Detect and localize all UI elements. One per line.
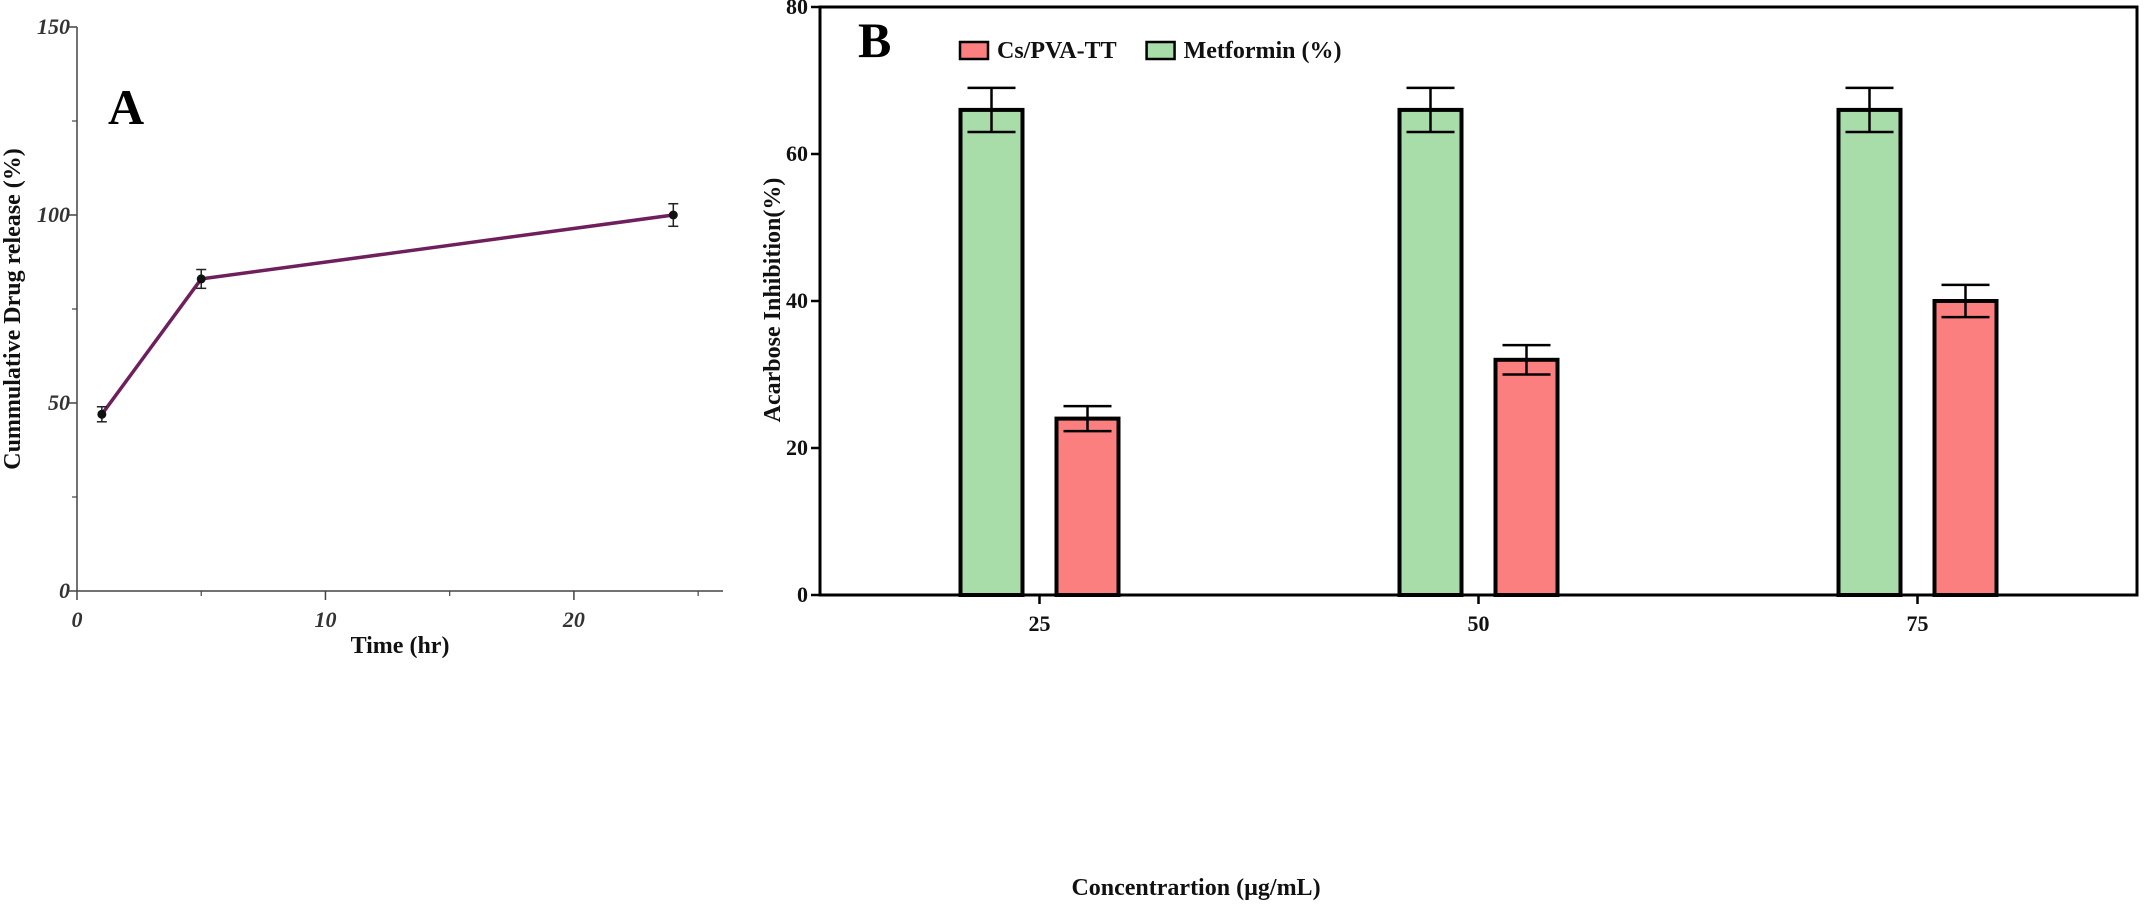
b-y-tick-label: 60 (786, 141, 808, 166)
a-y-tick-label: 0 (59, 578, 70, 603)
b-bar (1397, 107, 1464, 598)
a-data-point (196, 274, 206, 284)
b-bar (958, 107, 1025, 598)
a-x-axis-label: Time (hr) (351, 633, 450, 659)
a-y-tick-label: 100 (37, 202, 70, 227)
a-y-tick-label: 50 (48, 390, 70, 415)
panel-b-bar-chart: 0 20 40 60 80 25 50 75 Cs/PVA-TT Metformin (%) Con… (760, 0, 2139, 901)
b-y-axis-label: Acarbose Inhibition(%) (760, 178, 786, 423)
b-bar (1054, 416, 1121, 597)
b-y-tick-label: 40 (786, 288, 808, 313)
b-legend-label: Metformin (%) (1184, 38, 1342, 64)
b-legend-label: Cs/PVA-TT (997, 38, 1117, 64)
b-y-tick-label: 80 (786, 0, 808, 19)
panel-a-line-chart: 0 50 100 150 0 10 20 Time (hr) Cummulative Drug … (0, 14, 723, 659)
a-series-line (100, 213, 674, 416)
b-panel-letter: B (858, 12, 891, 68)
a-panel-letter: A (108, 79, 144, 135)
b-bar (1932, 299, 1999, 597)
b-bar (1493, 357, 1560, 597)
b-x-tick-label: 75 (1907, 611, 1929, 636)
b-x-tick-label: 50 (1468, 611, 1490, 636)
a-y-axis-label: Cummulative Drug release (%) (0, 148, 26, 470)
b-y-tick-label: 0 (797, 582, 808, 607)
a-x-tick-label: 10 (314, 607, 336, 632)
b-x-tick-label: 25 (1029, 611, 1051, 636)
b-bar (1836, 107, 1903, 598)
b-legend-swatch (958, 40, 990, 61)
b-legend-swatch (1145, 40, 1176, 61)
b-y-tick-label: 20 (786, 435, 808, 460)
a-data-point (668, 210, 678, 220)
a-x-tick-label: 20 (562, 607, 585, 632)
a-x-tick-label: 0 (72, 607, 83, 632)
a-data-point (97, 409, 107, 419)
a-y-tick-label: 150 (37, 14, 70, 39)
b-x-axis-label: Concentrartion (µg/mL) (1071, 875, 1320, 901)
